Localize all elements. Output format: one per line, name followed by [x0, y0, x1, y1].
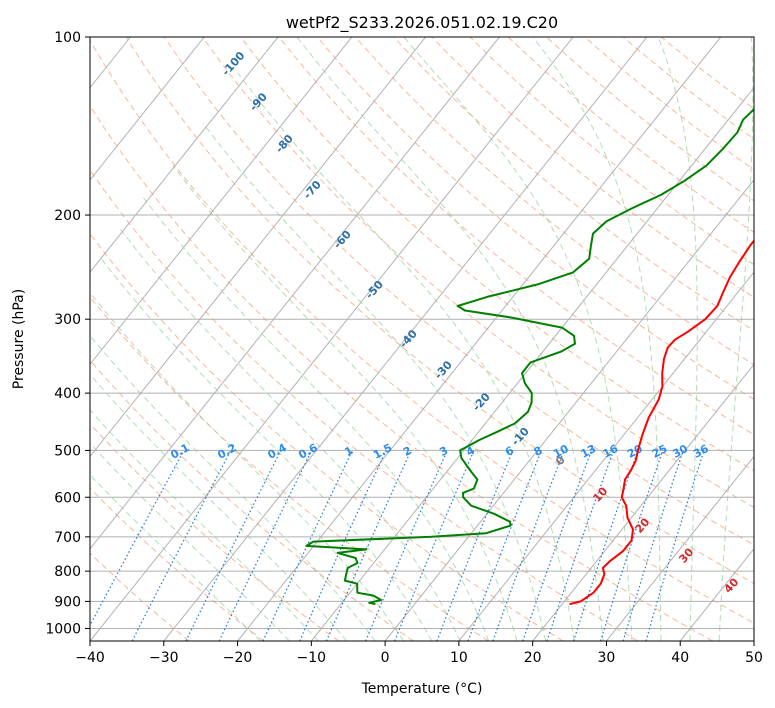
mixing-ratio-line [325, 450, 412, 641]
chart-title: wetPf2_S233.2026.051.02.19.C20 [286, 13, 558, 33]
dry-adiabat-line [90, 105, 713, 641]
mixing-ratio-line [90, 450, 185, 627]
isotherm-line [90, 37, 500, 550]
moist-adiabat-line [172, 165, 518, 641]
x-tick-label: 50 [745, 650, 763, 666]
mixing-ratio-line [546, 450, 615, 641]
moist-adiabat-line [296, 37, 604, 641]
isotherm-line [458, 271, 754, 641]
moist-adiabat-line [90, 474, 261, 641]
isotherm-line [237, 37, 722, 641]
x-axis: −40 −30 −20 −10 0 10 20 30 40 50 [75, 641, 763, 666]
moist-adiabat-line [118, 227, 461, 641]
y-tick-label: 200 [54, 208, 81, 224]
isotherm-line [163, 37, 648, 641]
mixing-ratio-line [218, 450, 313, 641]
mixing-ratio-line [645, 450, 705, 641]
moist-adiabat-line [718, 37, 754, 641]
y-tick-label: 1000 [45, 621, 81, 637]
profile-series [305, 107, 754, 606]
x-tick-label: 40 [671, 650, 689, 666]
y-tick-label: 100 [54, 30, 81, 46]
x-tick-label: −10 [297, 650, 327, 666]
y-tick-label: 400 [54, 386, 81, 402]
x-tick-label: −30 [149, 650, 179, 666]
isotherm-line [532, 363, 754, 641]
moist-adiabat-line [90, 409, 319, 641]
y-tick-label: 800 [54, 564, 81, 580]
mixing-ratio-line [492, 450, 565, 641]
x-tick-label: 10 [450, 650, 468, 666]
isotherm-line [90, 37, 574, 641]
x-tick-label: 30 [598, 650, 616, 666]
dry-adiabat-line [316, 37, 754, 400]
moist-adiabat-line [237, 72, 575, 641]
x-tick-label: 20 [524, 650, 542, 666]
moist-adiabat-line [403, 37, 633, 641]
temperature-line [569, 239, 754, 606]
mixing-ratio-line [299, 450, 387, 641]
y-tick-label: 600 [54, 490, 81, 506]
y-tick-label: 300 [54, 312, 81, 328]
mixing-ratio-line [600, 450, 664, 641]
moist-adiabat-line [99, 256, 433, 641]
dry-adiabat-line [90, 423, 339, 641]
isotherm-line [606, 455, 754, 641]
plot-frame [89, 36, 755, 642]
mixing-ratio-line [185, 450, 282, 641]
plot-area: 0.1 0.2 0.4 0.6 1 1.5 2 3 4 6 8 10 13 16 20 25 30 36-100-… [90, 37, 754, 641]
isotherms [90, 37, 754, 641]
y-tick-label: 700 [54, 530, 81, 546]
dry-adiabat-line [125, 37, 754, 585]
x-tick-label: 0 [381, 650, 390, 666]
isotherm-line [90, 37, 279, 273]
mixing-ratio-lines [90, 450, 705, 641]
moist-adiabat-line [90, 334, 376, 641]
moist-adiabat-line [141, 194, 490, 641]
mixing-ratio-label: 25 [650, 442, 670, 461]
mixing-ratio-label: 16 [601, 442, 621, 461]
mixing-ratio-label: 36 [691, 442, 711, 461]
y-axis: 100 200 300 400 500 600 700 800 900 1000 [45, 30, 90, 637]
dewpoint-line [305, 107, 754, 606]
x-tick-label: −40 [75, 650, 105, 666]
dry-adiabat-line [469, 37, 754, 266]
moist-adiabat-line [90, 291, 405, 641]
mixing-ratio-line [365, 450, 448, 641]
x-axis-label: Temperature (°C) [361, 681, 483, 697]
x-tick-label: −20 [223, 650, 253, 666]
dry-adiabat-line [507, 37, 754, 234]
y-tick-label: 900 [54, 594, 81, 610]
dry-adiabat-line [90, 39, 754, 624]
moist-adiabat-line [90, 373, 348, 641]
dry-adiabats [90, 37, 754, 641]
y-tick-label: 500 [54, 443, 81, 459]
mixing-ratio-label: 30 [670, 442, 690, 461]
isotherm-line [310, 86, 754, 641]
dry-adiabat-line [355, 37, 754, 366]
isotherm-line [90, 37, 426, 458]
dry-adiabat-line [546, 37, 754, 202]
moist-adiabat-line [532, 37, 662, 641]
isotherm-line [90, 37, 353, 366]
moist-adiabats [90, 37, 754, 641]
dry-adiabat-line [90, 232, 564, 641]
dry-adiabat-line [202, 37, 754, 508]
dry-adiabat-line [278, 37, 754, 436]
isotherm-line [90, 37, 205, 181]
mixing-ratio-line [522, 450, 593, 641]
mixing-ratio-line [572, 450, 639, 641]
mixing-ratio-line [622, 450, 684, 641]
mixing-ratio-label: 13 [579, 442, 599, 461]
mixing-ratio-label: 10 [551, 442, 571, 461]
dry-adiabat-line [431, 37, 754, 299]
isotherm-line [384, 179, 754, 641]
moist-adiabat-line [657, 37, 698, 641]
moist-adiabat-line [90, 442, 290, 641]
y-axis-label: Pressure (hPa) [11, 289, 27, 389]
